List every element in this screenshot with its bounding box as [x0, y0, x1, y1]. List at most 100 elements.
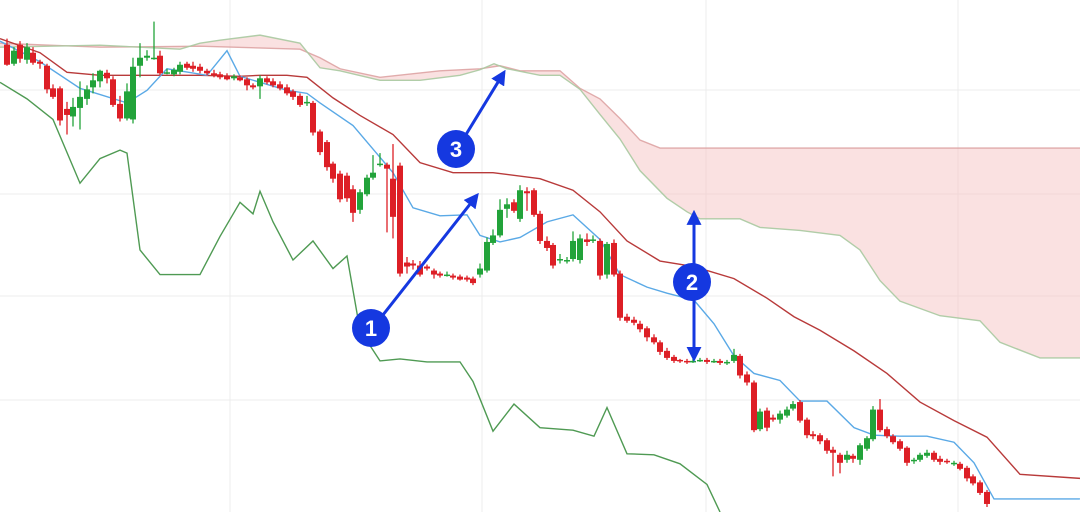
candle-body [104, 72, 110, 79]
candle-body [370, 172, 376, 178]
candle-up [97, 69, 103, 88]
candle-up [477, 263, 483, 278]
candle-body [870, 409, 876, 440]
candle-down [284, 84, 290, 96]
candle-down [4, 38, 10, 66]
candle-down [644, 326, 650, 342]
candle-down [204, 68, 210, 76]
candle-body [390, 178, 396, 217]
candle-down [611, 239, 617, 277]
candle-body [257, 78, 263, 87]
candle-body [964, 467, 970, 479]
candle-down [797, 400, 803, 423]
candle-body [84, 89, 90, 99]
candle-body [284, 87, 290, 94]
candle-up [171, 67, 177, 77]
candle-body [437, 273, 443, 276]
candle-down [751, 380, 757, 433]
kumo-cloud [0, 34, 1080, 359]
candle-body [317, 131, 323, 153]
candle-up [164, 68, 170, 75]
candle-body [211, 73, 217, 76]
candle-body [497, 209, 503, 236]
candle-body [797, 402, 803, 421]
candle-body [877, 409, 883, 431]
candle-body [11, 50, 17, 64]
candle-down [237, 75, 243, 82]
candle-up [151, 21, 157, 60]
candle-down [297, 93, 303, 107]
candle-body [724, 361, 730, 364]
candle-body [757, 411, 763, 430]
candle-body [784, 409, 790, 416]
candle-up [24, 43, 30, 64]
candle-down [424, 264, 430, 271]
candle-body [270, 81, 276, 86]
candle-down [211, 69, 217, 78]
candle-body [637, 323, 643, 330]
candle-body [664, 350, 670, 358]
candle-body [924, 452, 930, 456]
candle-body [837, 454, 843, 463]
candle-body [470, 278, 476, 284]
candle-up [304, 95, 310, 106]
candle-body [24, 47, 30, 60]
candle-up [377, 153, 383, 167]
candle-body [30, 52, 36, 63]
candle-body [557, 259, 563, 261]
candle-up [444, 271, 450, 277]
candle-body [751, 382, 757, 431]
candle-body [550, 244, 556, 266]
candle-body [357, 192, 363, 210]
candlesticks [4, 21, 990, 507]
candle-down [904, 446, 910, 466]
candle-up [257, 75, 263, 99]
candle-down [931, 450, 937, 462]
candle-down [244, 77, 250, 91]
candle-body [431, 270, 437, 275]
candle-body [590, 239, 596, 241]
candle-up [504, 198, 510, 218]
candle-body [524, 191, 530, 194]
candle-down [897, 439, 903, 451]
candle-body [110, 79, 116, 105]
candle-down [624, 313, 630, 323]
candle-down [450, 273, 456, 280]
candle-down [264, 76, 270, 85]
candle-body [944, 460, 950, 463]
candle-body [250, 85, 256, 88]
candle-down [224, 73, 230, 81]
candle-down [270, 78, 276, 88]
candle-up [90, 73, 96, 94]
candle-up [70, 97, 76, 127]
candle-body [330, 163, 336, 179]
candle-body [57, 88, 63, 121]
candle-body [704, 359, 710, 362]
candle-body [477, 268, 483, 275]
candle-body [657, 342, 663, 352]
tenkan-sen-line [0, 40, 1080, 500]
candle-body [711, 360, 717, 363]
candle-down [350, 185, 356, 222]
candle-body [671, 356, 677, 361]
candle-up [757, 408, 763, 432]
candle-down [310, 100, 316, 136]
candle-body [297, 95, 303, 105]
candle-down [384, 162, 390, 233]
candle-up [11, 47, 17, 66]
candle-body [50, 88, 56, 97]
candle-down [437, 271, 443, 278]
candle-down [717, 358, 723, 365]
candle-body [937, 458, 943, 462]
candle-body [404, 262, 410, 267]
candle-down [671, 354, 677, 363]
candle-body [117, 103, 123, 119]
candle-down [830, 446, 836, 477]
candle-down [524, 187, 530, 211]
candle-up [590, 235, 596, 243]
candle-body [324, 142, 330, 168]
candle-up [911, 457, 917, 464]
candle-down [704, 357, 710, 364]
candle-body [231, 76, 237, 79]
candle-body [144, 55, 150, 58]
